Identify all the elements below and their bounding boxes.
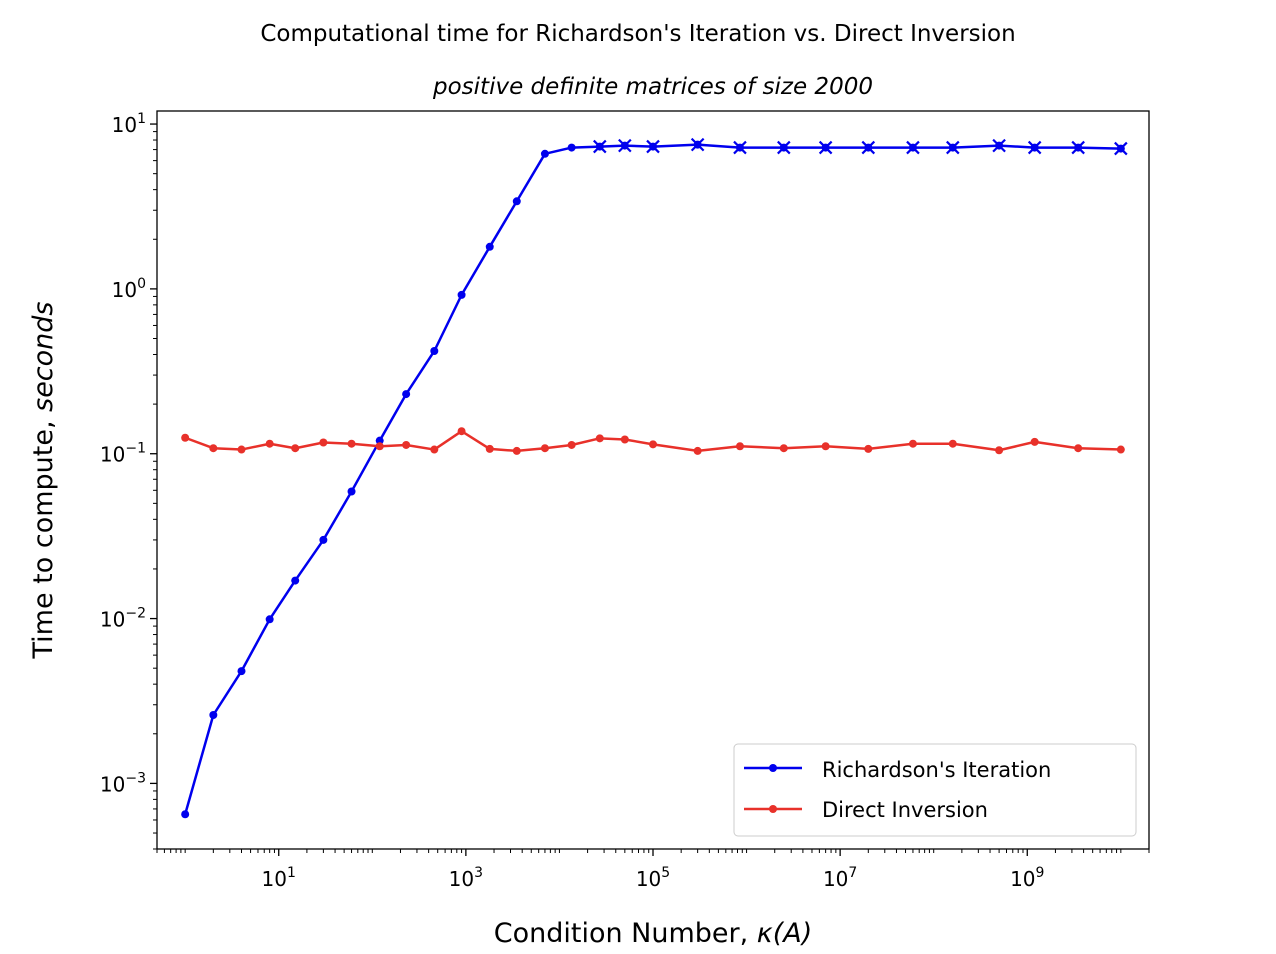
nonconverged-x-marker bbox=[777, 140, 791, 155]
legend-box bbox=[733, 743, 1137, 837]
data-point-direct bbox=[402, 440, 411, 449]
data-point-richardson bbox=[237, 667, 246, 676]
data-point-richardson bbox=[265, 615, 274, 624]
data-point-direct bbox=[181, 433, 190, 442]
data-point-direct bbox=[908, 439, 917, 448]
data-point-direct bbox=[291, 444, 300, 453]
x-tick-label: 103 bbox=[449, 865, 483, 891]
data-point-direct bbox=[265, 439, 274, 448]
data-point-direct bbox=[864, 444, 873, 453]
data-point-direct bbox=[649, 440, 657, 449]
nonconverged-x-marker bbox=[946, 140, 960, 155]
data-point-richardson bbox=[402, 390, 411, 399]
y-tick-label: 10−2 bbox=[100, 606, 146, 632]
data-point-direct bbox=[209, 444, 218, 453]
data-point-richardson bbox=[430, 346, 439, 355]
data-point-direct bbox=[779, 444, 788, 453]
nonconverged-x-marker bbox=[646, 139, 660, 154]
nonconverged-x-marker bbox=[1071, 140, 1085, 155]
data-point-richardson bbox=[291, 576, 300, 585]
data-point-richardson bbox=[209, 711, 218, 720]
nonconverged-x-marker bbox=[992, 138, 1006, 153]
data-point-direct bbox=[457, 427, 466, 436]
data-point-richardson bbox=[567, 143, 576, 152]
data-point-richardson bbox=[347, 487, 356, 496]
x-axis-label: Condition Number, κ(A) bbox=[494, 918, 813, 949]
data-point-richardson bbox=[319, 535, 328, 544]
data-point-richardson bbox=[540, 149, 549, 158]
data-point-direct bbox=[512, 446, 521, 455]
legend-marker-richardson bbox=[769, 764, 777, 772]
plot-area: 101 103 105 107 109 10−3 10−2 10−1 100 101 bbox=[100, 111, 1150, 891]
chart-subtitle: positive definite matrices of size 2000 bbox=[432, 74, 873, 100]
data-point-direct bbox=[347, 439, 356, 448]
data-point-direct bbox=[948, 439, 957, 448]
data-point-direct bbox=[430, 445, 439, 454]
nonconverged-x-marker bbox=[906, 140, 920, 155]
legend-label-direct: Direct Inversion bbox=[822, 798, 988, 822]
data-point-direct bbox=[1116, 445, 1125, 454]
series-line-richardson bbox=[183, 143, 1121, 815]
y-tick-label: 101 bbox=[112, 111, 146, 137]
x-tick-label: 109 bbox=[1010, 865, 1044, 891]
y-tick-label: 100 bbox=[112, 276, 146, 302]
y-tick-label: 10−3 bbox=[100, 770, 146, 796]
data-point-direct bbox=[995, 446, 1004, 455]
data-point-direct bbox=[693, 446, 702, 455]
nonconverged-x-marker bbox=[818, 140, 833, 155]
nonconverged-x-marker bbox=[690, 137, 705, 152]
data-point-richardson bbox=[181, 810, 190, 819]
y-tick-label: 10−1 bbox=[100, 441, 146, 467]
data-point-direct bbox=[821, 442, 830, 451]
data-point-direct bbox=[1030, 437, 1039, 446]
nonconverged-x-marker bbox=[618, 138, 632, 153]
legend-label-richardson: Richardson's Iteration bbox=[822, 758, 1051, 782]
data-point-richardson bbox=[485, 242, 494, 251]
data-point-direct bbox=[540, 444, 549, 453]
data-point-direct bbox=[595, 434, 604, 443]
plot-frame bbox=[156, 110, 1150, 850]
data-point-direct bbox=[567, 440, 576, 449]
x-tick-label: 107 bbox=[823, 865, 857, 891]
data-point-direct bbox=[319, 438, 328, 447]
nonconverged-x-marker bbox=[861, 140, 876, 155]
data-point-direct bbox=[485, 444, 494, 453]
nonconverged-x-marker bbox=[593, 139, 607, 154]
data-point-richardson bbox=[375, 436, 384, 445]
data-point-richardson bbox=[457, 290, 466, 299]
x-tick-label: 105 bbox=[636, 865, 670, 891]
nonconverged-x-marker bbox=[733, 140, 747, 155]
data-point-richardson bbox=[512, 197, 521, 206]
data-point-direct bbox=[375, 442, 384, 451]
nonconverged-x-marker bbox=[1114, 141, 1128, 156]
y-axis-label: Time to compute, seconds bbox=[28, 301, 59, 659]
data-point-direct bbox=[1074, 444, 1083, 453]
x-tick-label: 101 bbox=[262, 865, 296, 891]
data-point-direct bbox=[237, 445, 246, 454]
legend-marker-direct bbox=[769, 805, 777, 813]
chart-title: Computational time for Richardson's Iter… bbox=[260, 21, 1015, 47]
legend: Richardson's Iteration Direct Inversion bbox=[733, 743, 1137, 837]
nonconverged-x-marker bbox=[1027, 140, 1042, 155]
data-point-direct bbox=[735, 442, 744, 451]
data-point-direct bbox=[620, 435, 629, 444]
